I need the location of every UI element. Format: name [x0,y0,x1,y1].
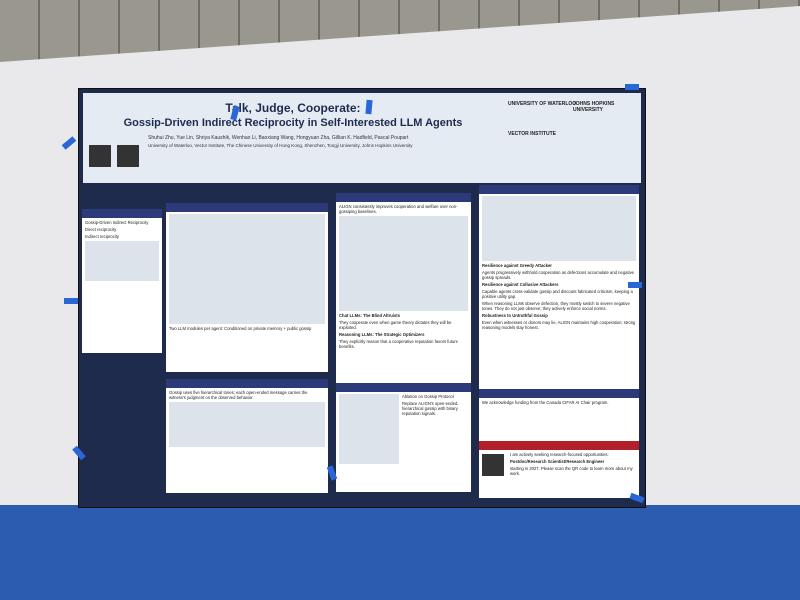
logo: VECTOR INSTITUTE [508,131,556,137]
text: Robustness to Untruthful Gossip [482,313,548,318]
title: Talk, Judge, Cooperate: [225,101,361,115]
tape [625,84,639,90]
figure [169,402,325,447]
text: Resilience against Collusive Attackers [482,282,559,287]
qr [482,454,504,476]
qr [89,145,111,167]
figure [482,196,636,261]
panel: Gossip Protocol Gossip uses five hierarc… [166,379,328,493]
figure [169,214,325,324]
figure [85,241,159,281]
authors: Shuhui Zhu, Yue Lin, Shriya Kaushik, Wen… [148,135,409,141]
text: Capable agents cross-validate gossip and… [482,289,633,299]
text: They cooperate even when game theory dic… [339,320,452,330]
qr [117,145,139,167]
panel: Problem Gossip-Driven Indirect Reciproci… [82,209,162,353]
heading: Acknowledgements [482,390,529,396]
figure [339,216,468,311]
text: Ablation on Gossip Protocol [402,394,454,399]
text: Resilience against Greedy Attacker [482,263,552,268]
tape [64,298,78,304]
poster: Talk, Judge, Cooperate: Gossip-Driven In… [78,88,646,508]
heading: What Natural Language Adds? [339,384,412,390]
text: We acknowledge funding from the Canada C… [482,400,609,405]
logo: JOHNS HOPKINS UNIVERSITY [573,101,615,113]
panel: Resilience against Malicious Agents Resi… [479,185,639,389]
subtitle: Gossip-Driven Indirect Reciprocity in Se… [123,117,463,129]
panel: Acknowledgements We acknowledge funding … [479,389,639,443]
text: Agents progressively withhold cooperatio… [482,270,635,280]
logo: UNIVERSITY OF WATERLOO [508,101,577,107]
heading: Gossip Protocol [169,380,208,386]
text: starting in 2027. Please scan the QR cod… [510,466,633,476]
figure [339,394,399,464]
text: Gossip uses five hierarchical tones; eac… [169,390,308,400]
text: Direct reciprocity [85,227,117,232]
text: Gossip-Driven Indirect Reciprocity [85,220,149,225]
tape [628,282,642,288]
text: I am actively seeking research-focused o… [510,452,609,457]
text: Reasoning LLMs: The Strategic Optimizers [339,332,425,337]
text: Even when witnesses or donors may lie, A… [482,320,636,330]
floor [0,505,800,600]
text: Indirect reciprocity [85,234,119,239]
text: When reasoning LLMs observe defection, t… [482,301,630,311]
panel: Open to Research-based Opportunities I a… [479,441,639,498]
text: Replace ALIGN's open-ended, hierarchical… [402,401,459,416]
heading: Benchmark Results [339,194,386,200]
text: Two LLM modules per agent: Conditioned o… [169,326,312,331]
heading: Problem [85,210,106,216]
panel: Benchmark Results ALIGN consistently imp… [336,193,471,384]
text: ALIGN consistently improves cooperation … [339,204,458,214]
panel: What Natural Language Adds? Ablation on … [336,383,471,492]
affiliations: University of Waterloo, Vector Institute… [148,143,413,148]
heading: Open to Research-based Opportunities [482,442,576,448]
text: Postdoc/Research Scientist/Research Engi… [510,459,605,464]
tape [365,99,373,115]
panel: Core Idea: ALIGN Two LLM modules per age… [166,203,328,372]
text: Chat LLMs: The Blind Altruists [339,313,401,318]
heading: Resilience against Malicious Agents [482,186,568,192]
poster-header: Talk, Judge, Cooperate: Gossip-Driven In… [83,93,641,183]
heading: Core Idea: ALIGN [169,204,211,210]
text: They explicitly reason that a cooperativ… [339,339,458,349]
